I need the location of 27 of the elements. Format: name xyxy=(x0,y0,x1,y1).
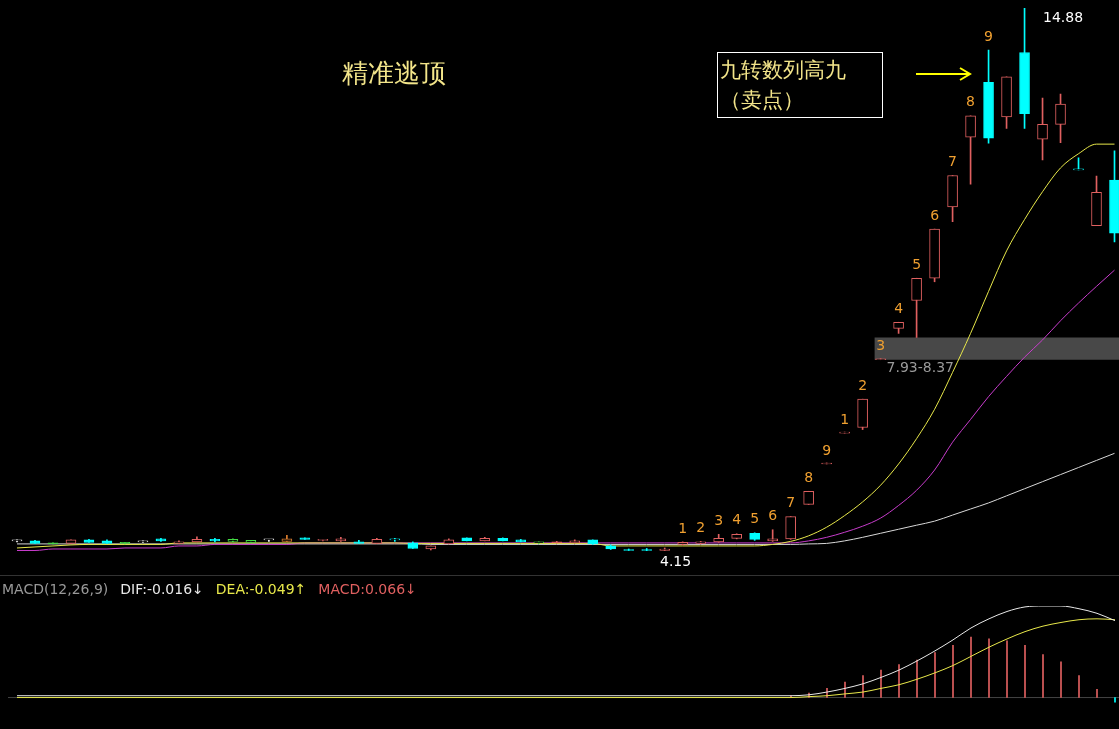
text: 7 xyxy=(786,494,796,511)
text: MACD:0.066↓ xyxy=(318,581,417,597)
text: 1 xyxy=(678,519,688,536)
text: 9 xyxy=(822,441,832,458)
text: DEA:-0.049↑ xyxy=(215,581,307,597)
text: 4 xyxy=(732,511,742,528)
band-label: 7.93-8.37 xyxy=(886,359,955,376)
text: 8 xyxy=(804,468,814,485)
text: 3 xyxy=(714,511,724,528)
text: 1 xyxy=(840,410,850,427)
annotation: 14.88 xyxy=(1043,9,1084,25)
text: 2 xyxy=(858,376,868,393)
text: 5 xyxy=(750,510,760,527)
text: 精准逃顶 xyxy=(342,57,446,90)
text: 6 xyxy=(768,507,778,524)
chart-title: MACD(12,26,9) xyxy=(2,581,109,597)
text: 8 xyxy=(966,93,976,110)
text: 4 xyxy=(894,299,904,316)
text: 2 xyxy=(696,519,706,536)
text: 7 xyxy=(948,153,958,170)
annotation: 九转数列高九（卖点） xyxy=(717,52,883,118)
text: 4.15 xyxy=(660,553,692,569)
text: 5 xyxy=(912,255,922,272)
text: 3 xyxy=(876,337,886,354)
text: 9 xyxy=(984,27,994,44)
text: DIF:-0.016↓ xyxy=(120,581,204,597)
text: 6 xyxy=(930,206,940,223)
